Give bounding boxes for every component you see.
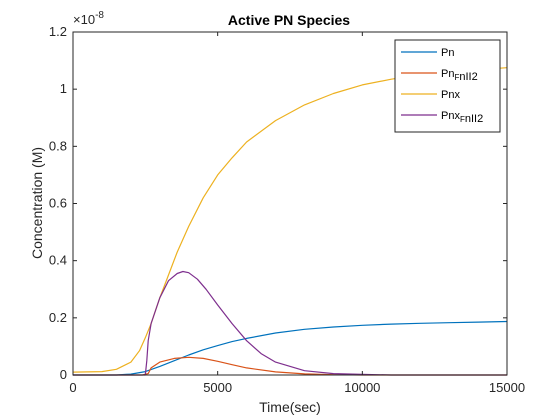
x-tick-label: 10000: [344, 380, 380, 395]
y-tick-label: 1.2: [49, 24, 67, 39]
y-exponent-label: ×10-8: [73, 10, 104, 27]
legend-box: [394, 39, 501, 133]
y-tick-label: 0.6: [49, 196, 67, 211]
y-tick-label: 0: [60, 367, 67, 382]
legend-label-2: PnFnII2: [441, 68, 478, 83]
y-tick-label: 0.4: [49, 253, 67, 268]
y-tick-label: 0.8: [49, 138, 67, 153]
axes-layer: 0 5000 10000 15000 0 0.2 0.4 0.6 0.8 1 1.2: [49, 24, 525, 395]
series-line-1: [73, 320, 508, 376]
x-tick-label: 5000: [203, 380, 232, 395]
legend-label-4: PnxFnII2: [441, 110, 483, 125]
chart-title: Active PN Species: [228, 12, 350, 28]
x-tick-label: 15000: [489, 380, 525, 395]
series-line-4: [73, 270, 507, 376]
legend-label-3: Pnx: [441, 89, 460, 101]
x-axis-title: Time(sec): [259, 399, 321, 415]
y-exponent-base: ×10: [73, 12, 95, 27]
legend: Pn PnFnII2 Pnx PnxFnII2: [394, 39, 501, 133]
x-tick-label: 0: [69, 380, 76, 395]
y-exponent-power: -8: [95, 10, 104, 21]
y-tick-label: 0.2: [49, 310, 67, 325]
y-tick-label: 1: [60, 81, 67, 96]
legend-label-1: Pn: [441, 47, 454, 59]
y-axis-title: Concentration (M): [29, 147, 45, 259]
